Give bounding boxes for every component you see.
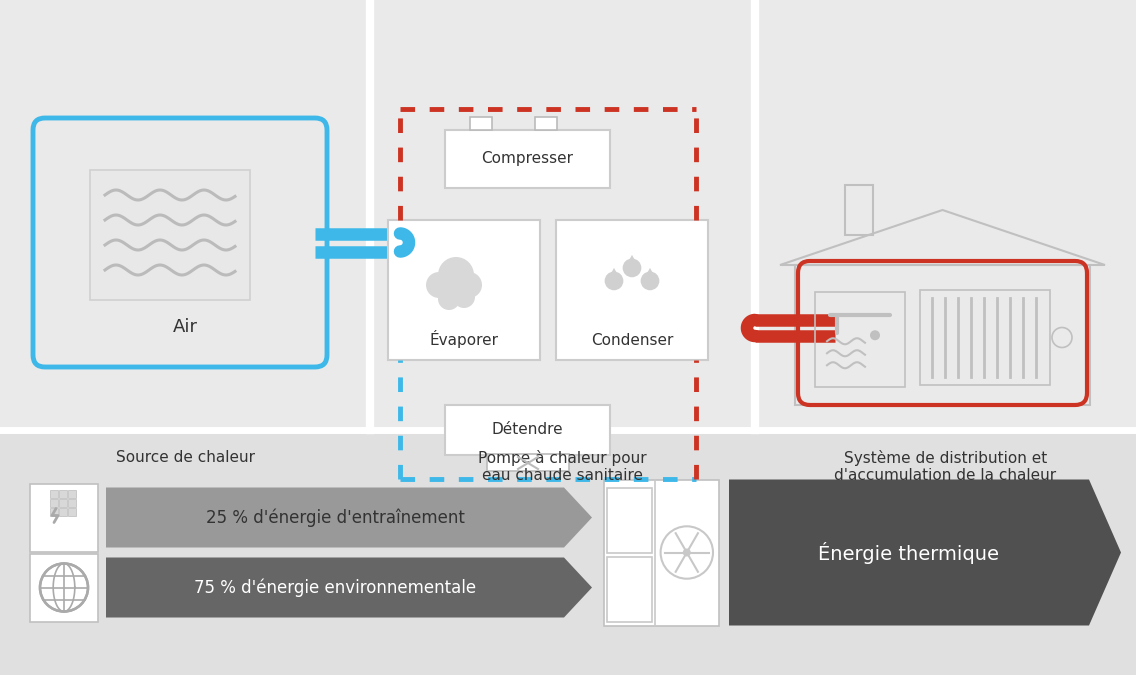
FancyBboxPatch shape bbox=[30, 554, 98, 622]
FancyBboxPatch shape bbox=[50, 508, 58, 516]
Text: Pompe à chaleur pour
eau chaude sanitaire: Pompe à chaleur pour eau chaude sanitair… bbox=[478, 450, 646, 483]
FancyBboxPatch shape bbox=[0, 430, 1136, 675]
Circle shape bbox=[604, 271, 624, 290]
Text: Énergie thermique: Énergie thermique bbox=[819, 541, 1000, 564]
FancyBboxPatch shape bbox=[90, 170, 250, 300]
Text: 75 % d'énergie environnementale: 75 % d'énergie environnementale bbox=[194, 578, 476, 597]
Circle shape bbox=[438, 288, 460, 310]
Circle shape bbox=[683, 549, 691, 556]
Text: Système de distribution et
d'accumulation de la chaleur: Système de distribution et d'accumulatio… bbox=[835, 450, 1056, 483]
Text: Évaporer: Évaporer bbox=[429, 330, 499, 348]
FancyBboxPatch shape bbox=[535, 117, 557, 130]
Circle shape bbox=[426, 272, 452, 298]
Circle shape bbox=[870, 330, 880, 340]
Text: 25 % d'énergie d'entraînement: 25 % d'énergie d'entraînement bbox=[206, 508, 465, 526]
FancyBboxPatch shape bbox=[445, 405, 610, 455]
Circle shape bbox=[456, 272, 482, 298]
Text: Condenser: Condenser bbox=[591, 333, 674, 348]
Text: Détendre: Détendre bbox=[492, 423, 563, 437]
FancyBboxPatch shape bbox=[30, 483, 98, 551]
Polygon shape bbox=[607, 268, 621, 281]
Text: Air: Air bbox=[173, 318, 198, 336]
FancyBboxPatch shape bbox=[487, 454, 569, 471]
Polygon shape bbox=[643, 268, 657, 281]
Text: Source de chaleur: Source de chaleur bbox=[116, 450, 254, 465]
Polygon shape bbox=[106, 558, 592, 618]
FancyBboxPatch shape bbox=[59, 499, 67, 506]
FancyBboxPatch shape bbox=[68, 508, 76, 516]
Polygon shape bbox=[106, 487, 592, 547]
Circle shape bbox=[623, 259, 642, 277]
Text: Compresser: Compresser bbox=[482, 151, 574, 167]
FancyBboxPatch shape bbox=[0, 0, 1136, 430]
FancyBboxPatch shape bbox=[68, 489, 76, 497]
FancyBboxPatch shape bbox=[445, 130, 610, 188]
Polygon shape bbox=[625, 255, 640, 268]
FancyBboxPatch shape bbox=[604, 479, 719, 626]
FancyBboxPatch shape bbox=[389, 220, 540, 360]
FancyBboxPatch shape bbox=[50, 489, 58, 497]
Circle shape bbox=[641, 271, 659, 290]
FancyBboxPatch shape bbox=[556, 220, 708, 360]
Circle shape bbox=[438, 257, 474, 293]
FancyBboxPatch shape bbox=[59, 489, 67, 497]
FancyBboxPatch shape bbox=[59, 508, 67, 516]
FancyBboxPatch shape bbox=[68, 499, 76, 506]
FancyBboxPatch shape bbox=[470, 117, 492, 130]
FancyBboxPatch shape bbox=[50, 499, 58, 506]
Polygon shape bbox=[729, 479, 1121, 626]
Circle shape bbox=[453, 286, 475, 308]
